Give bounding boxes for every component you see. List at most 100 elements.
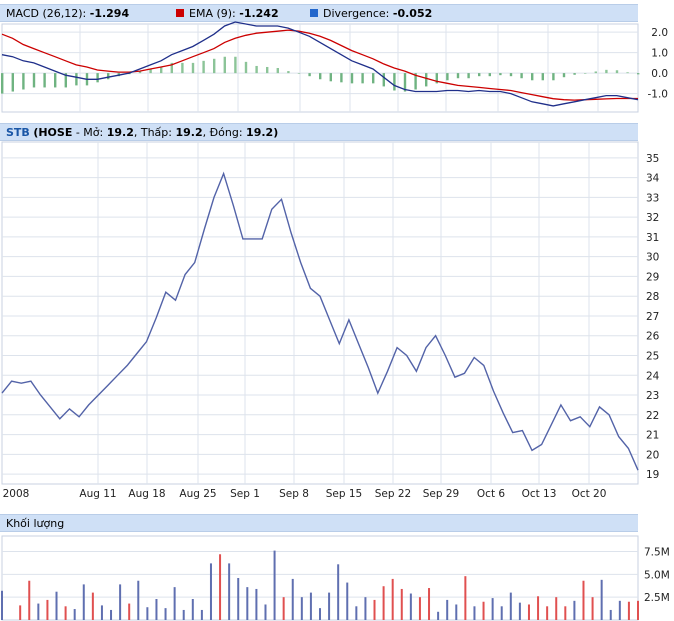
divergence-bar [223, 56, 226, 74]
macd-label: MACD (26,12): [6, 7, 87, 20]
ema-value: -1.242 [239, 7, 279, 20]
volume-bar [273, 550, 276, 620]
divergence-bar [499, 73, 502, 76]
price-info: STB (HOSE - Mở: 19.2, Thấp: 19.2, Đóng: … [6, 126, 278, 139]
low-label: , Thấp: [133, 126, 176, 139]
divergence-bar [478, 73, 481, 77]
volume-bar [255, 588, 258, 620]
volume-bar [146, 607, 149, 620]
divergence-bar [637, 73, 640, 75]
volume-bar [228, 563, 231, 620]
volume-bar [28, 580, 31, 620]
price-tick-label: 26 [646, 331, 660, 343]
divergence-bar [361, 73, 364, 84]
divergence-bar [308, 73, 311, 77]
volume-bar [564, 606, 567, 620]
divergence-bar [531, 73, 534, 81]
macd-divergence-bars [1, 56, 640, 94]
close-value: 19.2 [246, 126, 274, 139]
volume-bar [546, 606, 549, 620]
divergence-bar [509, 73, 513, 77]
divergence-bar [266, 66, 269, 74]
divergence-bar [244, 61, 248, 74]
volume-grid [1, 535, 639, 621]
price-tick-label: 31 [646, 232, 659, 244]
volume-bar [600, 579, 603, 620]
volume-bar [110, 609, 113, 620]
open-label: - Mở: [72, 126, 107, 139]
divergence-bar [626, 72, 629, 74]
divergence-bar [149, 69, 152, 74]
volume-bar [155, 599, 158, 620]
x-axis: 2008 Aug 11 Aug 18 Aug 25 Sep 1 Sep 8 Sep 15 Se… [3, 488, 607, 500]
volume-bar [119, 584, 122, 620]
divergence-bar [382, 73, 385, 87]
macd-y-axis: 2.0 1.0 0.0 -1.0 [648, 27, 669, 100]
ema-label: EMA (9): [189, 7, 236, 20]
volume-bar [537, 596, 540, 620]
divergence-bar [541, 73, 544, 81]
x-tick-label: Sep 8 [279, 488, 309, 500]
volume-bar [527, 604, 530, 620]
volume-bar [291, 578, 294, 620]
volume-bar [582, 580, 585, 620]
low-value: 19.2 [175, 126, 203, 139]
divergence-bar [234, 56, 237, 74]
price-tick-label: 32 [646, 212, 659, 224]
price-tick-label: 19 [646, 469, 659, 481]
macd-value: -1.294 [89, 7, 130, 20]
price-tick-label: 25 [646, 351, 659, 363]
divergence-bar [1, 73, 4, 94]
divergence-bar [350, 73, 354, 84]
volume-bar [100, 605, 103, 620]
volume-bar [264, 604, 267, 620]
volume-bar [46, 599, 49, 620]
volume-bar [82, 584, 85, 620]
x-tick-label: Aug 25 [179, 488, 216, 500]
price-panel-header: STB (HOSE - Mở: 19.2, Thấp: 19.2, Đóng: … [0, 123, 638, 141]
macd-legend: MACD (26,12): -1.294 [6, 7, 129, 20]
divergence-bar [562, 73, 566, 78]
volume-tick-label: 2.5M [644, 592, 670, 604]
price-tick-label: 33 [646, 192, 659, 204]
ticker-symbol[interactable]: STB [6, 126, 30, 139]
price-tick-label: 27 [646, 311, 659, 323]
macd-tick-label: 0.0 [651, 68, 668, 80]
volume-bar [182, 609, 185, 620]
divergence-bar [213, 58, 216, 74]
volume-bar [400, 588, 403, 620]
price-tick-label: 24 [646, 370, 660, 382]
volume-bar [337, 564, 340, 620]
divergence-bar [202, 60, 205, 74]
volume-bar [391, 578, 394, 620]
divergence-bar [255, 65, 258, 74]
volume-bar [1, 590, 3, 620]
divergence-bar [403, 73, 407, 92]
x-tick-label: Sep 22 [375, 488, 412, 500]
x-tick-label: Sep 1 [230, 488, 260, 500]
divergence-bar [393, 73, 396, 91]
x-tick-label: Oct 20 [572, 488, 607, 500]
x-tick-label: Sep 15 [326, 488, 363, 500]
volume-bar [209, 563, 212, 620]
volume-bar [591, 597, 594, 620]
divergence-bar [584, 73, 587, 74]
divergence-bar [191, 62, 195, 74]
volume-bar [446, 599, 449, 620]
volume-bar [418, 597, 421, 620]
divergence-bar [573, 73, 576, 75]
price-line [1, 171, 639, 471]
volume-bar [55, 591, 58, 620]
volume-bar [64, 606, 67, 620]
volume-bar [137, 580, 140, 620]
divergence-bar [170, 62, 173, 74]
divergence-bar [276, 68, 279, 74]
divergence-bar [425, 73, 428, 87]
volume-bar [373, 599, 376, 620]
volume-bar [19, 605, 22, 620]
divergence-bar [43, 73, 46, 88]
ema-line [1, 29, 638, 101]
divergence-bar [615, 70, 619, 74]
divergence-bar [467, 73, 470, 79]
divergence-bar [160, 66, 163, 74]
